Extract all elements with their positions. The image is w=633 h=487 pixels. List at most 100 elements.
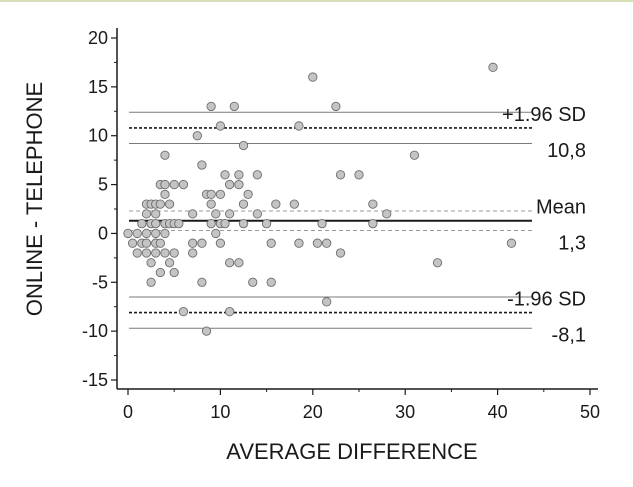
data-point xyxy=(354,170,364,180)
data-point xyxy=(294,121,304,131)
data-point xyxy=(197,238,207,248)
data-point xyxy=(331,101,341,112)
data-point xyxy=(229,101,239,112)
data-point xyxy=(215,121,226,131)
data-point xyxy=(132,248,142,258)
data-point xyxy=(211,209,221,219)
data-point xyxy=(266,238,276,248)
data-point xyxy=(488,62,498,72)
data-point xyxy=(151,209,161,219)
data-point xyxy=(382,209,392,219)
y-tick-label: -5 xyxy=(92,272,108,292)
data-point xyxy=(178,306,189,317)
data-point xyxy=(248,277,258,287)
y-axis-title: ONLINE - TELEPHONE xyxy=(22,82,47,316)
data-point xyxy=(271,199,281,209)
lower-loa-value-label: -8,1 xyxy=(552,325,586,347)
lower-loa-label: -1.96 SD xyxy=(507,289,586,311)
data-point xyxy=(123,228,133,239)
data-point xyxy=(151,219,161,229)
data-point xyxy=(188,238,198,248)
data-point xyxy=(206,189,216,199)
x-tick-label: 20 xyxy=(303,402,323,422)
data-point xyxy=(368,219,378,229)
data-point xyxy=(132,228,142,239)
data-point xyxy=(322,238,332,248)
data-point xyxy=(261,219,272,229)
data-point xyxy=(220,219,230,229)
data-point xyxy=(432,258,443,268)
data-point xyxy=(169,267,179,278)
y-tick-label: 10 xyxy=(88,126,108,146)
data-point xyxy=(224,209,235,219)
data-point xyxy=(312,238,323,248)
top-divider-line xyxy=(0,0,633,2)
data-point xyxy=(197,277,207,287)
data-point xyxy=(220,170,230,180)
y-tick-label: 20 xyxy=(88,28,108,48)
data-point xyxy=(322,297,332,307)
reference-lines xyxy=(129,111,532,329)
data-point xyxy=(335,170,346,180)
mean-value-label: 1,3 xyxy=(558,233,586,255)
data-point xyxy=(160,150,170,160)
data-point xyxy=(252,170,263,180)
data-point xyxy=(215,189,226,199)
x-tick-label: 50 xyxy=(580,402,600,422)
data-point xyxy=(224,306,235,317)
data-point xyxy=(155,267,165,278)
upper-loa-label: +1.96 SD xyxy=(502,104,586,126)
x-axis-title: AVERAGE DIFFERENCE xyxy=(226,439,477,464)
data-point xyxy=(169,248,179,258)
data-point xyxy=(141,209,152,219)
data-point xyxy=(160,189,170,199)
y-tick-label: 0 xyxy=(98,223,108,243)
data-point xyxy=(506,238,517,248)
data-point xyxy=(151,248,161,258)
axes: -15 -10 -5 0 5 10 15 20 0 10 20 30 40 50 xyxy=(82,28,600,422)
data-point xyxy=(201,326,212,336)
data-point xyxy=(155,238,165,248)
x-tick-label: 0 xyxy=(123,402,133,422)
data-point xyxy=(169,179,179,190)
data-point xyxy=(160,179,170,190)
x-tick-label: 30 xyxy=(395,402,415,422)
data-points xyxy=(123,62,517,336)
data-point xyxy=(155,199,165,209)
data-point xyxy=(127,238,138,248)
data-point xyxy=(238,219,249,229)
data-point xyxy=(252,209,263,219)
data-point xyxy=(160,228,170,239)
data-point xyxy=(164,199,175,209)
y-tick-label: 5 xyxy=(98,175,108,195)
data-point xyxy=(178,179,189,190)
data-point xyxy=(215,238,226,248)
data-point xyxy=(164,258,175,268)
data-point xyxy=(146,277,156,287)
data-point xyxy=(188,248,198,258)
data-point xyxy=(174,219,184,229)
data-point xyxy=(141,248,152,258)
data-point xyxy=(188,209,198,219)
data-point xyxy=(335,248,346,258)
y-tick-label: -15 xyxy=(82,370,108,390)
y-tick-label: 15 xyxy=(88,77,108,97)
data-point xyxy=(266,277,276,287)
data-point xyxy=(192,131,202,141)
mean-label: Mean xyxy=(536,197,586,219)
data-point xyxy=(234,258,244,268)
y-tick-label: -10 xyxy=(82,321,108,341)
data-point xyxy=(197,160,207,170)
data-point xyxy=(234,170,244,180)
data-point xyxy=(234,179,244,190)
data-point xyxy=(368,199,378,209)
data-point xyxy=(211,228,221,239)
data-point xyxy=(160,248,170,258)
data-point xyxy=(317,219,327,229)
data-point xyxy=(206,199,216,209)
data-point xyxy=(206,219,216,229)
upper-loa-value-label: 10,8 xyxy=(547,140,586,162)
x-tick-label: 10 xyxy=(210,402,230,422)
data-point xyxy=(294,238,304,248)
